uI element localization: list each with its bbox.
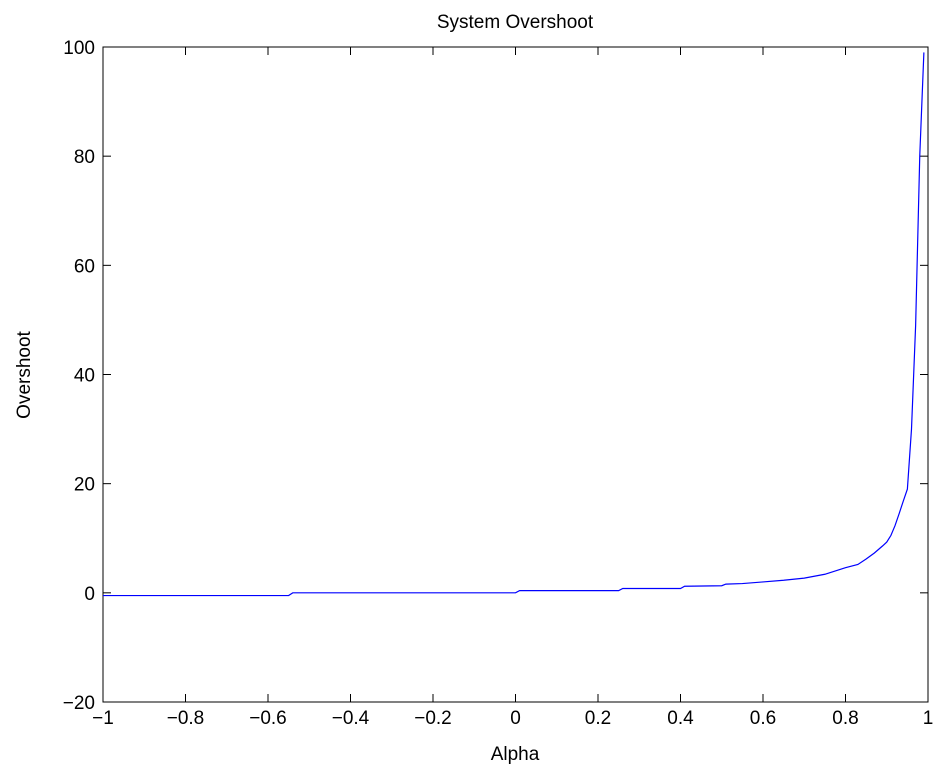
x-tick-label: 0.6 <box>750 708 776 729</box>
data-line <box>103 52 925 597</box>
y-tick-label: 20 <box>74 475 95 496</box>
x-tick-label: 1 <box>923 708 934 729</box>
plot-frame <box>102 46 929 703</box>
x-tick-label: −0.8 <box>167 708 205 729</box>
x-tick-label: 0.2 <box>585 708 611 729</box>
x-axis-label: Alpha <box>491 744 540 765</box>
y-tick-label: −20 <box>63 693 95 714</box>
y-tick-label: 0 <box>84 584 95 605</box>
y-tick-label: 40 <box>74 366 95 387</box>
y-tick-label: 60 <box>74 256 95 277</box>
x-tick-label: 0.8 <box>832 708 858 729</box>
x-tick-label: −0.6 <box>249 708 287 729</box>
x-tick-label: 0 <box>510 708 521 729</box>
x-tick-label: −1 <box>92 708 114 729</box>
y-tick-label: 100 <box>63 38 95 59</box>
x-tick-label: −0.2 <box>414 708 452 729</box>
y-axis-label: Overshoot <box>14 330 35 418</box>
x-tick-label: 0.4 <box>667 708 694 729</box>
x-tick-label: −0.4 <box>332 708 370 729</box>
y-tick-label: 80 <box>74 147 95 168</box>
chart-title: System Overshoot <box>437 12 594 33</box>
